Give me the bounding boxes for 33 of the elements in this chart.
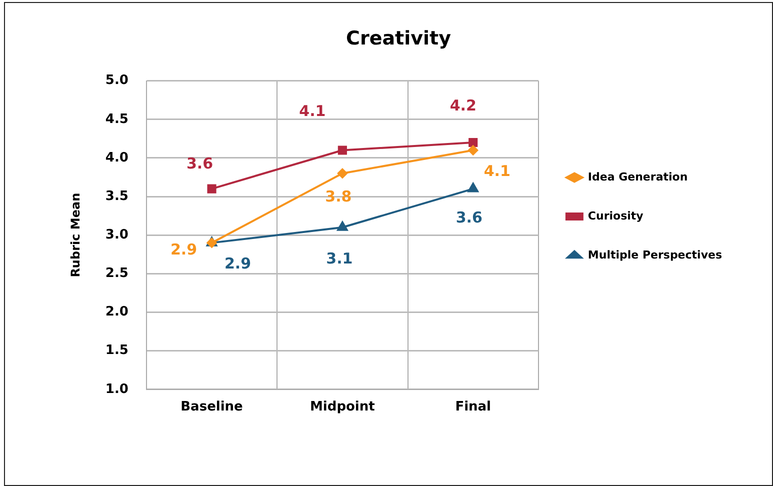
legend-label: Idea Generation: [588, 170, 688, 184]
point: [468, 182, 478, 192]
data-label: 4.2: [450, 96, 476, 114]
x-tick-label: Final: [455, 400, 492, 415]
y-tick-label: 4.5: [105, 112, 128, 127]
chart-title: Creativity: [346, 27, 452, 50]
legend-label: Curiosity: [588, 209, 644, 222]
y-tick-label: 2.5: [105, 266, 128, 282]
y-axis-title: Rubric Mean: [68, 192, 82, 278]
x-tick-label: Midpoint: [310, 400, 375, 415]
point: [468, 145, 478, 156]
point: [337, 221, 348, 231]
legend-label: Multiple Perspectives: [588, 248, 722, 262]
data-label: 3.6: [186, 154, 214, 173]
data-label: 3.8: [325, 187, 352, 206]
point: [337, 168, 348, 178]
data-label: 3.1: [326, 249, 353, 268]
y-tick-label: 3.5: [105, 188, 128, 204]
point: [207, 184, 216, 194]
y-tick-label: 2.0: [105, 304, 128, 320]
data-label: 2.9: [224, 254, 252, 273]
data-label: 3.6: [456, 208, 482, 227]
y-tick-label: 1.5: [105, 343, 128, 358]
x-tick-label: Baseline: [180, 400, 244, 415]
data-label: 4.1: [299, 102, 326, 120]
y-tick-label: 5.0: [105, 73, 128, 88]
y-tick-label: 3.0: [105, 227, 128, 242]
y-tick-label: 4.0: [105, 150, 128, 166]
y-tick-label: 1.0: [105, 382, 128, 397]
point: [338, 146, 347, 155]
point: [468, 138, 478, 148]
data-label: 4.1: [484, 162, 510, 180]
data-label: 2.9: [170, 240, 198, 259]
